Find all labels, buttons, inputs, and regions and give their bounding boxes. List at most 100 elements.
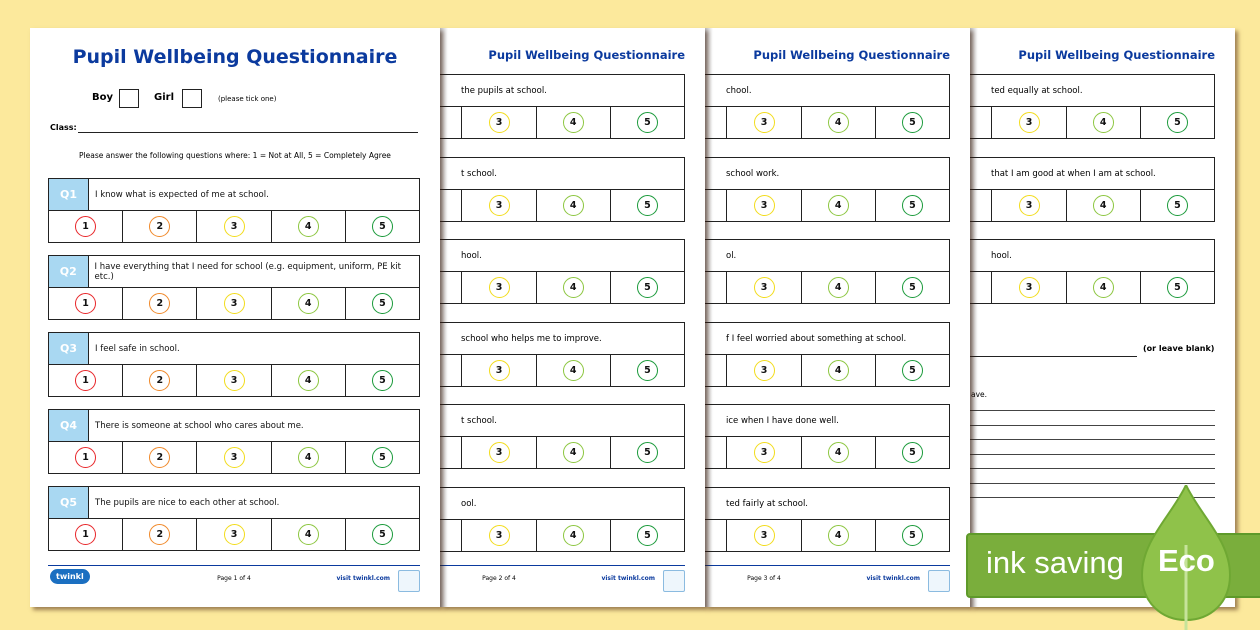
- rating-cell-3[interactable]: 3: [727, 437, 802, 468]
- rating-cell-5[interactable]: 5: [611, 272, 684, 303]
- rating-circle-1[interactable]: 1: [75, 293, 97, 314]
- rating-cell-4[interactable]: 4: [272, 442, 346, 473]
- rating-cell-3[interactable]: 3: [197, 211, 272, 242]
- rating-circle-3[interactable]: 3: [223, 524, 245, 545]
- rating-cell-3[interactable]: 3: [727, 354, 802, 386]
- rating-cell-3[interactable]: 3: [197, 519, 272, 550]
- rating-circle-3[interactable]: 3: [488, 277, 510, 298]
- rating-circle-4[interactable]: 4: [1092, 277, 1114, 298]
- rating-circle-5[interactable]: 5: [901, 442, 923, 463]
- rating-cell-3[interactable]: 3: [197, 365, 272, 396]
- rating-circle-3[interactable]: 3: [753, 442, 775, 463]
- rating-circle-2[interactable]: 2: [149, 524, 171, 545]
- rating-cell-2[interactable]: 2: [123, 288, 198, 319]
- rating-cell-5[interactable]: 5: [346, 288, 419, 319]
- rating-circle-4[interactable]: 4: [297, 447, 319, 468]
- rating-circle-4[interactable]: 4: [827, 194, 849, 216]
- rating-circle-3[interactable]: 3: [753, 524, 775, 546]
- rating-circle-3[interactable]: 3: [1018, 277, 1040, 298]
- rating-circle-4[interactable]: 4: [827, 442, 849, 463]
- rating-circle-4[interactable]: 4: [562, 442, 584, 463]
- rating-circle-5[interactable]: 5: [636, 359, 658, 381]
- rating-circle-3[interactable]: 3: [753, 194, 775, 216]
- rating-cell-2[interactable]: 2: [440, 354, 463, 386]
- rating-cell-1[interactable]: 1: [49, 365, 124, 396]
- answer-line[interactable]: [970, 482, 1215, 484]
- rating-cell-5[interactable]: 5: [876, 190, 949, 221]
- answer-line[interactable]: [970, 410, 1215, 411]
- rating-circle-3[interactable]: 3: [1018, 194, 1040, 216]
- rating-circle-5[interactable]: 5: [636, 194, 658, 216]
- answer-line[interactable]: [970, 468, 1215, 469]
- rating-cell-4[interactable]: 4: [802, 437, 876, 468]
- rating-cell-3[interactable]: 3: [462, 437, 537, 468]
- rating-circle-3[interactable]: 3: [488, 194, 510, 216]
- answer-line[interactable]: [970, 424, 1215, 426]
- rating-cell-3[interactable]: 3: [462, 519, 537, 551]
- rating-circle-5[interactable]: 5: [371, 524, 393, 545]
- rating-circle-5[interactable]: 5: [371, 216, 393, 237]
- name-field[interactable]: [970, 356, 1137, 357]
- rating-circle-5[interactable]: 5: [901, 112, 923, 133]
- rating-cell-4[interactable]: 4: [272, 365, 346, 396]
- rating-cell-3[interactable]: 3: [462, 107, 537, 138]
- rating-cell-5[interactable]: 5: [876, 272, 949, 303]
- rating-cell-2[interactable]: 2: [705, 437, 728, 468]
- rating-cell-3[interactable]: 3: [727, 519, 802, 551]
- rating-cell-2[interactable]: 2: [705, 272, 728, 303]
- rating-circle-3[interactable]: 3: [223, 216, 245, 237]
- rating-cell-1[interactable]: 1: [49, 211, 124, 242]
- rating-circle-4[interactable]: 4: [827, 277, 849, 298]
- rating-cell-1[interactable]: 1: [49, 288, 124, 319]
- rating-cell-1[interactable]: 1: [49, 519, 124, 550]
- rating-cell-5[interactable]: 5: [876, 437, 949, 468]
- rating-circle-3[interactable]: 3: [223, 370, 245, 391]
- rating-cell-4[interactable]: 4: [537, 354, 611, 386]
- rating-cell-4[interactable]: 4: [537, 437, 611, 468]
- rating-circle-2[interactable]: 2: [149, 370, 171, 391]
- rating-circle-5[interactable]: 5: [636, 524, 658, 546]
- rating-cell-5[interactable]: 5: [1141, 190, 1214, 221]
- rating-cell-4[interactable]: 4: [1067, 189, 1141, 221]
- rating-cell-2[interactable]: 2: [705, 519, 728, 551]
- answer-line[interactable]: [970, 497, 1215, 498]
- rating-circle-5[interactable]: 5: [1166, 277, 1188, 298]
- rating-circle-2[interactable]: 2: [149, 447, 171, 468]
- rating-circle-3[interactable]: 3: [753, 359, 775, 381]
- rating-circle-4[interactable]: 4: [297, 293, 319, 314]
- rating-cell-5[interactable]: 5: [1141, 272, 1214, 303]
- rating-cell-4[interactable]: 4: [537, 189, 611, 221]
- girl-checkbox[interactable]: [182, 89, 202, 108]
- rating-circle-4[interactable]: 4: [562, 359, 584, 381]
- rating-cell-2[interactable]: 2: [123, 211, 198, 242]
- rating-cell-2[interactable]: 2: [705, 107, 728, 138]
- rating-cell-5[interactable]: 5: [611, 437, 684, 468]
- rating-cell-4[interactable]: 4: [272, 519, 346, 550]
- visit-link[interactable]: visit twinkl.com: [601, 575, 655, 582]
- rating-circle-4[interactable]: 4: [562, 194, 584, 216]
- rating-cell-2[interactable]: 2: [440, 189, 463, 221]
- rating-cell-3[interactable]: 3: [197, 288, 272, 319]
- answer-line[interactable]: [970, 439, 1215, 440]
- rating-cell-3[interactable]: 3: [727, 189, 802, 221]
- rating-cell-4[interactable]: 4: [537, 107, 611, 138]
- rating-circle-5[interactable]: 5: [901, 359, 923, 381]
- rating-cell-2[interactable]: 2: [440, 519, 463, 551]
- rating-circle-3[interactable]: 3: [488, 112, 510, 133]
- rating-circle-3[interactable]: 3: [223, 293, 245, 314]
- rating-circle-5[interactable]: 5: [636, 112, 658, 133]
- rating-cell-5[interactable]: 5: [611, 107, 684, 138]
- visit-link[interactable]: visit twinkl.com: [336, 575, 390, 582]
- rating-cell-2[interactable]: 2: [123, 519, 198, 550]
- rating-circle-3[interactable]: 3: [753, 112, 775, 133]
- rating-circle-1[interactable]: 1: [75, 216, 97, 237]
- rating-cell-3[interactable]: 3: [727, 272, 802, 303]
- rating-circle-4[interactable]: 4: [827, 359, 849, 381]
- rating-circle-3[interactable]: 3: [753, 277, 775, 298]
- rating-cell-5[interactable]: 5: [346, 211, 419, 242]
- rating-circle-2[interactable]: 2: [149, 293, 171, 314]
- rating-circle-5[interactable]: 5: [901, 277, 923, 298]
- rating-cell-4[interactable]: 4: [802, 519, 876, 551]
- rating-cell-2[interactable]: 2: [440, 107, 463, 138]
- rating-cell-3[interactable]: 3: [992, 107, 1067, 138]
